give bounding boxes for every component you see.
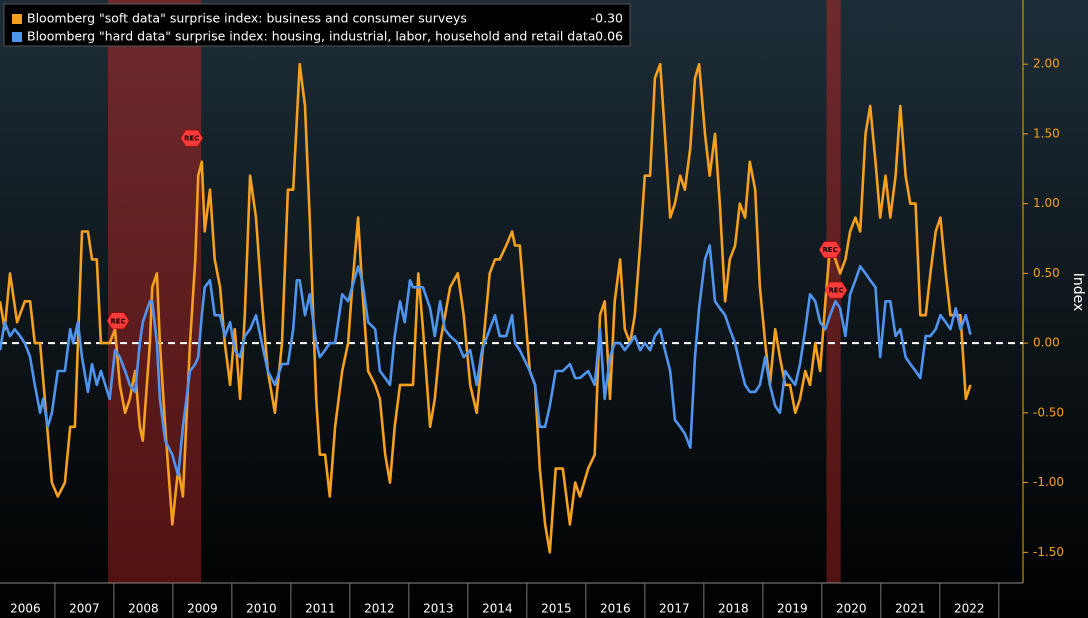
x-tick-label: 2018: [718, 602, 749, 616]
legend-box: [3, 3, 631, 47]
series-line: [0, 244, 972, 477]
x-tick-label: 2006: [10, 602, 41, 616]
x-tick-label: 2014: [482, 602, 513, 616]
rec-marker-label: REC: [822, 246, 837, 254]
x-tick-label: 2019: [777, 602, 808, 616]
legend-label: Bloomberg "soft data" surprise index: bu…: [27, 11, 467, 26]
y-tick-label: 1.50: [1033, 126, 1060, 140]
y-tick-label: -1.50: [1033, 545, 1064, 559]
rec-marker-label: REC: [110, 317, 125, 325]
x-tick-label: 2022: [954, 602, 985, 616]
y-tick-label: 1.00: [1033, 196, 1060, 210]
rec-marker-label: REC: [828, 287, 843, 295]
y-tick-label: -0.50: [1033, 405, 1064, 419]
legend-value: 0.06: [595, 29, 623, 44]
x-tick-label: 2013: [423, 602, 454, 616]
legend-label: Bloomberg "hard data" surprise index: ho…: [27, 29, 595, 44]
rec-marker: [818, 241, 842, 258]
axis-layer: 2.00 1.50 1.00 0.50 0.00 -0.50 -1.00 -1.50 2006 2…: [0, 0, 1064, 618]
x-tick-label: 2009: [187, 602, 218, 616]
rec-marker: [824, 281, 848, 299]
y-tick-label: -1.00: [1033, 475, 1064, 489]
x-tick-label: 2015: [541, 602, 572, 616]
marker-layer: REC REC REC REC: [106, 129, 848, 330]
x-tick-label: 2010: [246, 602, 277, 616]
x-tick-label: 2008: [128, 602, 159, 616]
line-layer: [0, 62, 972, 554]
legend-value: -0.30: [591, 11, 623, 26]
legend: Bloomberg "soft data" surprise index: bu…: [3, 3, 631, 47]
y-tick-label: 2.00: [1033, 57, 1060, 71]
x-tick-label: 2012: [364, 602, 395, 616]
legend-swatch: [12, 32, 22, 42]
recession-band: [107, 0, 202, 583]
y-tick-label: 0.00: [1033, 336, 1060, 350]
rec-marker: [106, 312, 130, 330]
x-tick-label: 2020: [836, 602, 867, 616]
x-tick-label: 2016: [600, 602, 631, 616]
x-tick-label: 2007: [69, 602, 100, 616]
y-tick-label: 0.50: [1033, 266, 1060, 280]
rec-marker: [180, 129, 204, 147]
x-tick-label: 2017: [659, 602, 690, 616]
y-axis-label: Index: [1070, 273, 1086, 312]
rec-marker-label: REC: [184, 135, 199, 143]
legend-swatch: [12, 14, 22, 24]
x-tick-label: 2011: [305, 602, 336, 616]
x-tick-label: 2021: [895, 602, 926, 616]
